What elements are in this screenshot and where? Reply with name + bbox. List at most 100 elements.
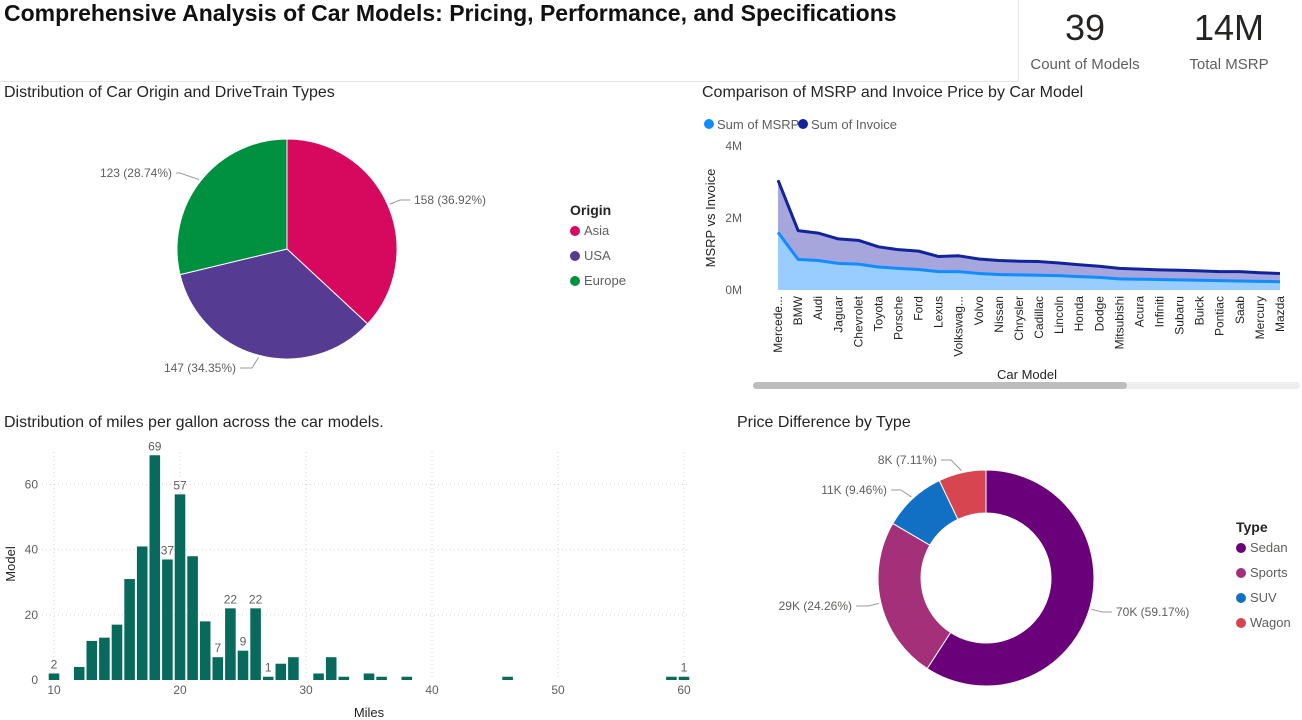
x-tick-label: Infiniti [1153,296,1167,327]
msrp-area-chart[interactable]: Sum of MSRP Sum of Invoice 0M 2M 4M MSRP vs I… [700,108,1302,400]
area-sum-of-msrp [778,232,1280,290]
origin-legend-title: Origin [570,202,612,218]
origin-legend-item-asia[interactable]: Asia [570,218,626,243]
x-tick-label: Audi [811,296,825,320]
x-tick-label: Volkswag... [952,296,966,357]
origin-legend-item-europe[interactable]: Europe [570,268,626,293]
y-tick-label: 4M [725,139,742,153]
data-label-usa: 147 (34.35%) [164,361,236,375]
legend-dot-icon [1236,617,1246,628]
scrollbar-thumb[interactable] [753,382,1127,389]
histogram-bar [250,608,261,680]
histogram-bar [136,546,148,680]
kpi-value-msrp: 14M [1193,7,1265,48]
type-legend-item-sports[interactable]: Sports [1236,560,1291,585]
histogram-bar [376,676,387,680]
x-tick-label: 40 [425,683,439,697]
origin-legend-item-usa[interactable]: USA [570,243,626,268]
leader-line [176,172,200,181]
type-legend-item-wagon[interactable]: Wagon [1236,610,1291,635]
x-tick-label: 50 [551,683,565,697]
msrp-chart-title: Comparison of MSRP and Invoice Price by … [702,84,1084,101]
histogram-bar [666,676,677,680]
data-label-sports: 29K (24.26%) [779,599,852,613]
histogram-bar [187,556,198,680]
histogram-bar [212,657,224,680]
leader-line [891,489,912,498]
histogram-bar [363,673,375,680]
x-tick-label: Saab [1233,296,1247,324]
legend-dot-icon [570,250,580,261]
x-axis-label: Car Model [997,367,1057,382]
legend-dot-icon [1236,567,1246,578]
data-label: 7 [214,641,221,655]
type-legend-title: Type [1236,519,1268,535]
histogram-bar [237,650,249,680]
legend-dot-icon [570,275,580,286]
x-tick-label: Cadillac [1032,296,1046,339]
x-tick-label: Lincoln [1052,296,1066,334]
histogram-bar [99,637,110,680]
legend-dot-icon [1236,592,1246,603]
data-label-suv: 11K (9.46%) [821,483,887,497]
data-label: 9 [240,635,247,649]
slice-usa [179,248,369,360]
histogram-bar [338,676,350,680]
histogram-bar [174,494,186,680]
data-label: 22 [224,592,238,606]
x-tick-label: Chevrolet [851,295,865,347]
histogram-bar [275,663,287,680]
origin-legend: Origin Asia USA Europe [570,202,626,293]
histogram-bar [401,676,413,680]
x-tick-label: 30 [299,683,313,697]
report-header: Comprehensive Analysis of Car Models: Pr… [0,0,1019,82]
legend-dot-icon [1236,542,1246,553]
type-legend-item-suv[interactable]: SUV [1236,585,1291,610]
legend-label: USA [584,248,611,263]
leader-line [856,602,880,607]
legend-dot-icon [798,119,808,129]
kpi-value-count: 39 [1064,7,1106,48]
mpg-histogram[interactable]: 0 20 40 60 10 20 30 40 50 60 2 69 37 57 7 22 9 22 1 1 Miles M… [0,440,700,720]
kpi-label-msrp: Total MSRP [1189,56,1269,73]
legend-label-sum-of-msrp: Sum of MSRP [717,117,799,132]
mpg-chart-title: Distribution of miles per gallon across … [4,414,384,431]
x-tick-label: BMW [791,295,805,325]
y-tick-label: 20 [25,608,39,622]
x-tick-label: Acura [1132,296,1146,328]
histogram-bar [678,676,690,680]
histogram-bar [325,657,337,680]
x-tick-label: Dodge [1092,296,1106,332]
y-tick-label: 40 [25,543,39,557]
kpi-card-msrp[interactable]: 14M Total MSRP [1168,0,1290,82]
slice-sedan [926,469,1095,687]
x-tick-label: 60 [677,683,691,697]
leader-line [941,459,962,472]
x-tick-label: Mercury [1253,296,1267,339]
kpi-card-count[interactable]: 39 Count of Models [1020,0,1150,82]
x-tick-label: Volvo [972,296,986,326]
x-tick-label: Lexus [932,296,946,328]
x-tick-label: Buick [1193,295,1207,325]
x-tick-label: Nissan [992,296,1006,333]
type-legend-item-sedan[interactable]: Sedan [1236,535,1291,560]
data-label: 57 [173,478,187,492]
page-title: Comprehensive Analysis of Car Models: Pr… [4,0,897,26]
data-label: 37 [161,543,175,557]
legend-label: Wagon [1250,615,1291,630]
legend-label-sum-of-invoice: Sum of Invoice [811,117,897,132]
histogram-bar [73,666,85,680]
histogram-bar [288,657,299,680]
histogram-bar [124,579,135,680]
x-tick-label: Pontiac [1213,296,1227,336]
legend-label: Sports [1250,565,1288,580]
type-donut-chart[interactable]: 70K (59.17%) 29K (24.26%) 11K (9.46%) 8K (7… [720,440,1220,720]
leader-line [1091,608,1112,613]
y-axis-label: MSRP vs Invoice [703,169,718,268]
area-sum-of-invoice [778,180,1280,290]
type-chart-title: Price Difference by Type [737,414,911,431]
data-label: 69 [148,440,162,453]
origin-pie-chart[interactable]: 158 (36.92%) 147 (34.35%) 123 (28.74%) [0,110,560,390]
leader-line [240,357,259,369]
x-tick-label: Mercede... [771,296,785,353]
